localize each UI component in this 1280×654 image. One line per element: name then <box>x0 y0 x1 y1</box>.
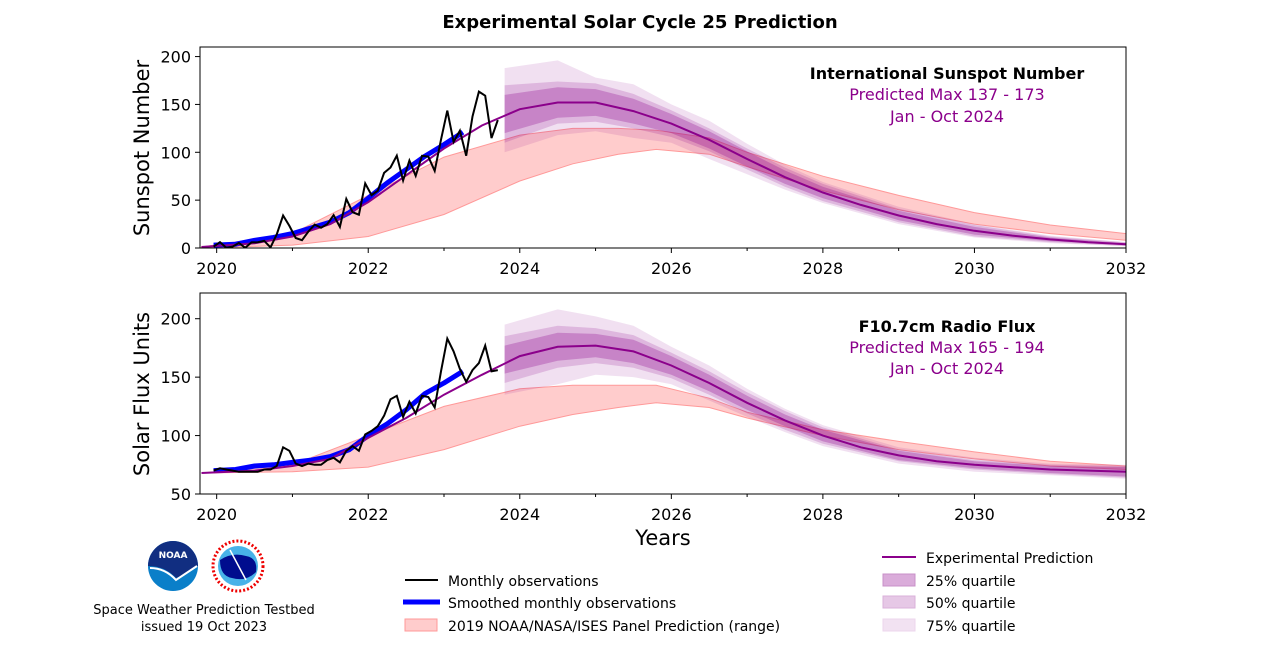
legend-swatch-q50 <box>882 595 916 609</box>
plot-area <box>201 309 1126 479</box>
x-tick-label: 2024 <box>499 259 540 278</box>
annotation-max-flux: Predicted Max 165 - 194 <box>849 338 1044 357</box>
legend-swatch-q75 <box>882 618 916 632</box>
quartile-50-band <box>504 81 1126 247</box>
x-tick-label: 2020 <box>196 505 237 524</box>
annotation-date-sunspot: Jan - Oct 2024 <box>889 107 1004 126</box>
y-tick-label: 100 <box>160 143 191 162</box>
annotation-max-sunspot: Predicted Max 137 - 173 <box>849 85 1044 104</box>
legend-left: Monthly observations Smoothed monthly ob… <box>403 574 780 635</box>
quartile-75-band <box>504 60 1126 247</box>
y-tick-label: 200 <box>160 310 191 329</box>
legend-right: Experimental Prediction 25% quartile 50%… <box>882 551 1093 635</box>
monthly-observations-line <box>213 90 499 248</box>
chart-title: Experimental Solar Cycle 25 Prediction <box>442 12 837 33</box>
legend-label-smoothed: Smoothed monthly observations <box>448 596 676 612</box>
legend-label-monthly: Monthly observations <box>448 574 599 590</box>
x-tick-label: 2032 <box>1106 505 1147 524</box>
footer-org: Space Weather Prediction Testbed <box>93 603 314 618</box>
y-tick-label: 100 <box>160 427 191 446</box>
monthly-observations-line <box>213 335 498 473</box>
x-tick-label: 2022 <box>348 259 389 278</box>
radio-flux-panel: 2020 2022 2024 2026 2028 2030 2032 50 100 150 200 <box>160 292 1147 524</box>
quartile-50-band <box>504 325 1126 478</box>
x-tick-label: 2026 <box>651 505 692 524</box>
legend-swatch-panel <box>404 618 438 632</box>
annotation-title-flux: F10.7cm Radio Flux <box>859 317 1037 336</box>
y-tick-label: 150 <box>160 95 191 114</box>
quartile-75-band <box>504 309 1126 479</box>
x-tick-label: 2024 <box>499 505 540 524</box>
y-tick-label: 50 <box>171 191 191 210</box>
x-tick-label: 2022 <box>348 505 389 524</box>
annotation-title-sunspot: International Sunspot Number <box>810 64 1085 83</box>
x-tick-label: 2032 <box>1106 259 1147 278</box>
quartile-25-band <box>504 332 1126 477</box>
plot-frame <box>199 46 1127 249</box>
annotation-date-flux: Jan - Oct 2024 <box>889 359 1004 378</box>
legend-swatch-q25 <box>882 573 916 587</box>
legend-label-q50: 50% quartile <box>926 596 1016 612</box>
experimental-prediction-line <box>201 101 1126 248</box>
experimental-prediction-line <box>201 344 1126 474</box>
noaa-logo: NOAA <box>148 541 198 591</box>
plot-area <box>201 60 1126 248</box>
legend-label-q25: 25% quartile <box>926 574 1016 590</box>
x-tick-label: 2028 <box>803 259 844 278</box>
panel-prediction-range <box>201 384 1126 474</box>
x-tick-label: 2020 <box>196 259 237 278</box>
ylabel-sunspot: Sunspot Number <box>130 59 154 236</box>
svg-text:NOAA: NOAA <box>159 551 188 561</box>
y-tick-label: 200 <box>160 48 191 67</box>
x-tick-label: 2030 <box>954 259 995 278</box>
quartile-25-band <box>504 87 1126 246</box>
x-tick-label: 2030 <box>954 505 995 524</box>
ylabel-flux: Solar Flux Units <box>130 312 154 476</box>
xlabel: Years <box>634 526 690 550</box>
y-tick-label: 0 <box>181 239 191 258</box>
sunspot-panel: 2020 2022 2024 2026 2028 2030 2032 0 50 100 150 200 <box>160 46 1147 278</box>
y-tick-label: 150 <box>160 368 191 387</box>
plot-frame <box>199 292 1127 495</box>
footer-issued: issued 19 Oct 2023 <box>141 620 267 635</box>
legend-label-q75: 75% quartile <box>926 619 1016 635</box>
x-tick-label: 2028 <box>803 505 844 524</box>
x-tick-label: 2026 <box>651 259 692 278</box>
nws-logo <box>211 539 265 593</box>
y-tick-label: 50 <box>171 485 191 504</box>
legend-label-panel: 2019 NOAA/NASA/ISES Panel Prediction (ra… <box>448 619 780 635</box>
legend-label-prediction: Experimental Prediction <box>926 551 1093 567</box>
